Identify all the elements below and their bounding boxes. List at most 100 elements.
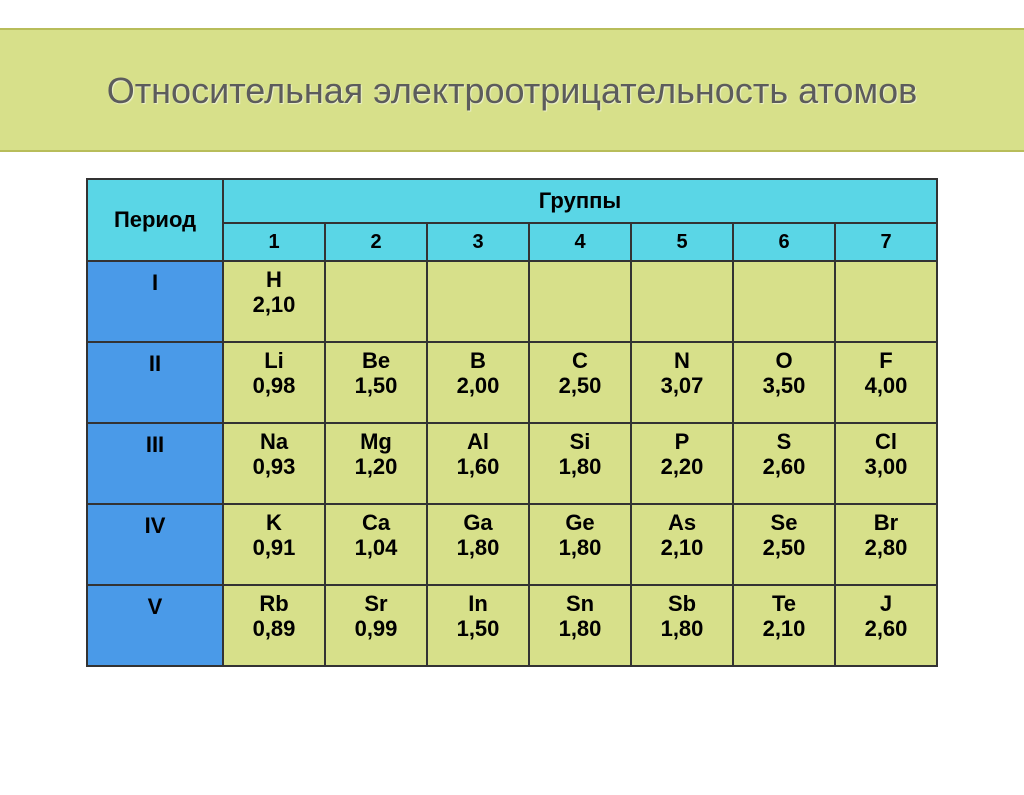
table-container: Период Группы 1 2 3 4 5 6 7 I H2,10 xyxy=(0,178,1024,667)
element-symbol: In xyxy=(429,592,527,616)
cell: Sn1,80 xyxy=(529,585,631,666)
cell: P2,20 xyxy=(631,423,733,504)
element-symbol: Rb xyxy=(225,592,323,616)
element-symbol: P xyxy=(633,430,731,454)
element-value: 2,10 xyxy=(735,616,833,642)
cell: H2,10 xyxy=(223,261,325,342)
element-value: 2,50 xyxy=(735,535,833,561)
element-value: 3,50 xyxy=(735,373,833,399)
cell xyxy=(835,261,937,342)
element-symbol: J xyxy=(837,592,935,616)
element-value: 1,20 xyxy=(327,454,425,480)
element-value: 2,10 xyxy=(633,535,731,561)
element-symbol: Al xyxy=(429,430,527,454)
header-period: Период xyxy=(87,179,223,261)
element-value: 2,00 xyxy=(429,373,527,399)
element-value: 0,93 xyxy=(225,454,323,480)
cell: Se2,50 xyxy=(733,504,835,585)
element-symbol: F xyxy=(837,349,935,373)
cell: K0,91 xyxy=(223,504,325,585)
table-row: I H2,10 xyxy=(87,261,937,342)
cell: Ca1,04 xyxy=(325,504,427,585)
cell: C2,50 xyxy=(529,342,631,423)
cell: N3,07 xyxy=(631,342,733,423)
header-groups: Группы xyxy=(223,179,937,223)
element-value: 2,60 xyxy=(837,616,935,642)
period-label: IV xyxy=(87,504,223,585)
element-value: 1,80 xyxy=(531,616,629,642)
element-symbol: Te xyxy=(735,592,833,616)
cell: S2,60 xyxy=(733,423,835,504)
element-symbol: Se xyxy=(735,511,833,535)
element-value: 1,80 xyxy=(633,616,731,642)
element-symbol: O xyxy=(735,349,833,373)
cell: J2,60 xyxy=(835,585,937,666)
element-value: 4,00 xyxy=(837,373,935,399)
cell: Ge1,80 xyxy=(529,504,631,585)
element-symbol: B xyxy=(429,349,527,373)
cell: Ga1,80 xyxy=(427,504,529,585)
element-symbol: Sr xyxy=(327,592,425,616)
element-value: 2,20 xyxy=(633,454,731,480)
cell: Na0,93 xyxy=(223,423,325,504)
cell: As2,10 xyxy=(631,504,733,585)
element-symbol: Ge xyxy=(531,511,629,535)
element-symbol: Mg xyxy=(327,430,425,454)
element-value: 2,50 xyxy=(531,373,629,399)
table-row: III Na0,93 Mg1,20 Al1,60 Si1,80 P2,20 S2… xyxy=(87,423,937,504)
cell: B2,00 xyxy=(427,342,529,423)
element-value: 1,60 xyxy=(429,454,527,480)
element-symbol: Li xyxy=(225,349,323,373)
element-symbol: Si xyxy=(531,430,629,454)
element-value: 1,80 xyxy=(531,454,629,480)
element-symbol: Na xyxy=(225,430,323,454)
cell: Mg1,20 xyxy=(325,423,427,504)
group-num-7: 7 xyxy=(835,223,937,261)
element-symbol: H xyxy=(225,268,323,292)
period-label: V xyxy=(87,585,223,666)
cell: Li0,98 xyxy=(223,342,325,423)
cell: F4,00 xyxy=(835,342,937,423)
element-value: 3,00 xyxy=(837,454,935,480)
cell: Al1,60 xyxy=(427,423,529,504)
cell: Sb1,80 xyxy=(631,585,733,666)
cell xyxy=(529,261,631,342)
group-num-5: 5 xyxy=(631,223,733,261)
cell: O3,50 xyxy=(733,342,835,423)
group-num-6: 6 xyxy=(733,223,835,261)
element-symbol: Ca xyxy=(327,511,425,535)
period-label: III xyxy=(87,423,223,504)
table-row: IV K0,91 Ca1,04 Ga1,80 Ge1,80 As2,10 Se2… xyxy=(87,504,937,585)
header-row-1: Период Группы xyxy=(87,179,937,223)
element-value: 1,80 xyxy=(531,535,629,561)
element-value: 2,60 xyxy=(735,454,833,480)
title-bar: Относительная электроотрицательность ато… xyxy=(0,28,1024,152)
cell: In1,50 xyxy=(427,585,529,666)
element-symbol: Br xyxy=(837,511,935,535)
element-value: 0,98 xyxy=(225,373,323,399)
electronegativity-table: Период Группы 1 2 3 4 5 6 7 I H2,10 xyxy=(86,178,938,667)
element-symbol: C xyxy=(531,349,629,373)
element-symbol: K xyxy=(225,511,323,535)
cell: Te2,10 xyxy=(733,585,835,666)
element-value: 1,04 xyxy=(327,535,425,561)
cell: Sr0,99 xyxy=(325,585,427,666)
element-value: 0,91 xyxy=(225,535,323,561)
element-value: 2,10 xyxy=(225,292,323,318)
cell xyxy=(631,261,733,342)
element-value: 3,07 xyxy=(633,373,731,399)
cell: Rb0,89 xyxy=(223,585,325,666)
element-value: 0,89 xyxy=(225,616,323,642)
slide: Относительная электроотрицательность ато… xyxy=(0,28,1024,795)
group-num-2: 2 xyxy=(325,223,427,261)
table-row: V Rb0,89 Sr0,99 In1,50 Sn1,80 Sb1,80 Te2… xyxy=(87,585,937,666)
cell: Be1,50 xyxy=(325,342,427,423)
element-value: 2,80 xyxy=(837,535,935,561)
cell: Cl3,00 xyxy=(835,423,937,504)
slide-title: Относительная электроотрицательность ато… xyxy=(107,68,918,113)
cell: Br2,80 xyxy=(835,504,937,585)
element-value: 0,99 xyxy=(327,616,425,642)
element-symbol: Ga xyxy=(429,511,527,535)
element-symbol: As xyxy=(633,511,731,535)
element-value: 1,80 xyxy=(429,535,527,561)
